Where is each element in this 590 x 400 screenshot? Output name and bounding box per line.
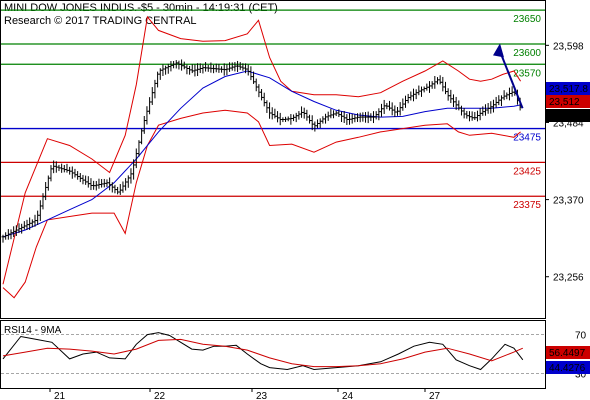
forecast-arrow-shaft	[499, 50, 524, 109]
y-tick-label: 23,256	[553, 273, 584, 284]
rsi-badge-label: 56.4497	[549, 348, 586, 359]
x-tick-label: 21	[54, 391, 66, 400]
level-label: 23570	[513, 68, 541, 79]
price-panel-frame	[0, 0, 546, 319]
rsi-tick-label: 70	[575, 331, 587, 342]
rsi-badge	[546, 346, 590, 359]
x-tick-label: 27	[429, 391, 441, 400]
rsi-tick-label: 30	[575, 369, 587, 380]
forecast-arrow-head	[493, 43, 504, 58]
price-badge	[546, 82, 590, 95]
rsi-series-line	[2, 332, 524, 371]
price-badge-label: 23,517.8	[549, 84, 588, 95]
rsi-panel-frame	[0, 320, 546, 389]
rsi-badge-label: 44.4276	[549, 363, 586, 374]
rsi-badge	[546, 361, 590, 374]
level-label: 23375	[513, 200, 541, 211]
rsi-title: RSI14 - 9MA	[4, 325, 62, 336]
moving-average-line	[2, 70, 521, 238]
price-badge	[546, 95, 590, 108]
y-tick-label: 23,370	[553, 196, 584, 207]
x-tick-label: 22	[154, 391, 166, 400]
price-badge-label: 23,512	[549, 97, 580, 108]
chart-title: MINI DOW JONES INDUS.-$5 - 30min - 14:19…	[4, 2, 278, 14]
x-tick-label: 24	[342, 391, 354, 400]
level-label: 23425	[513, 166, 541, 177]
rsi-series-line	[2, 338, 524, 368]
level-label: 23600	[513, 48, 541, 59]
level-label: 23650	[513, 14, 541, 25]
y-tick-label: 23,484	[553, 118, 584, 129]
y-tick-label: 23,598	[553, 41, 584, 52]
level-label: 23475	[513, 133, 541, 144]
bollinger-lower-band	[2, 109, 521, 299]
price-badge	[546, 109, 590, 122]
x-tick-label: 23	[256, 391, 268, 400]
price-badge-label: 23,503	[549, 111, 580, 122]
bollinger-upper-band	[2, 15, 522, 285]
